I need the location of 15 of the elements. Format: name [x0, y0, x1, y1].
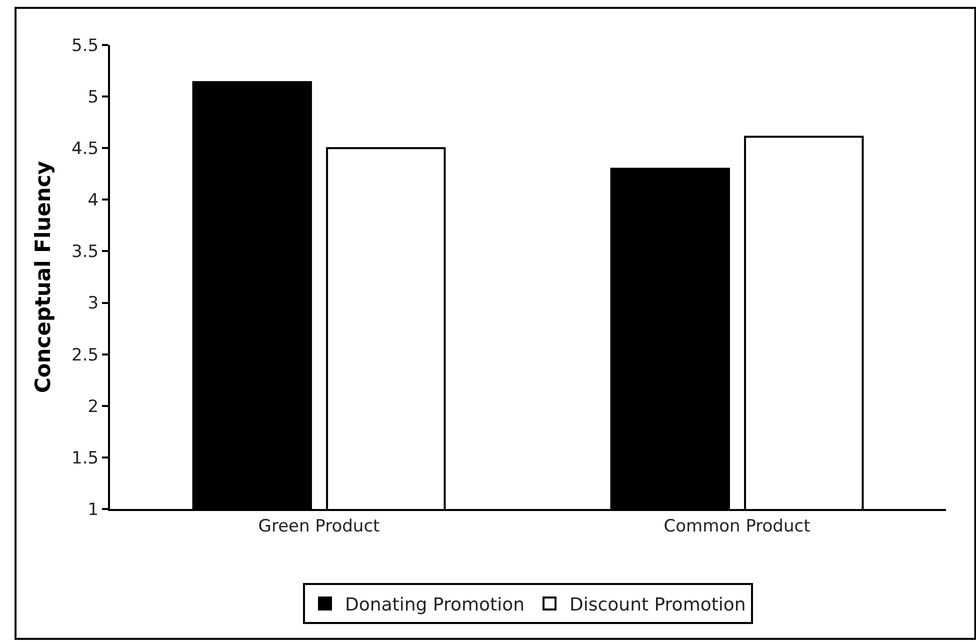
legend-label: Discount Promotion — [570, 594, 746, 616]
y-tick-label: 5 — [88, 88, 99, 108]
y-tick-label: 3 — [88, 294, 99, 314]
y-tick-label: 5.5 — [72, 36, 99, 56]
y-tick-label: 1 — [88, 500, 99, 520]
y-tick-label: 2.5 — [72, 345, 99, 366]
y-tick-label: 3.5 — [72, 242, 99, 262]
x-tick-label: Green Product — [258, 516, 380, 536]
y-tick-label: 4.5 — [72, 139, 99, 160]
y-tick-label: 4 — [88, 190, 99, 211]
y-tick-label: 2 — [88, 396, 99, 417]
x-tick-label: Common Product — [664, 516, 811, 536]
y-axis-title: Conceptual Fluency — [31, 160, 56, 394]
legend-label: Donating Promotion — [345, 594, 525, 616]
y-tick-label: 1.5 — [72, 448, 99, 468]
